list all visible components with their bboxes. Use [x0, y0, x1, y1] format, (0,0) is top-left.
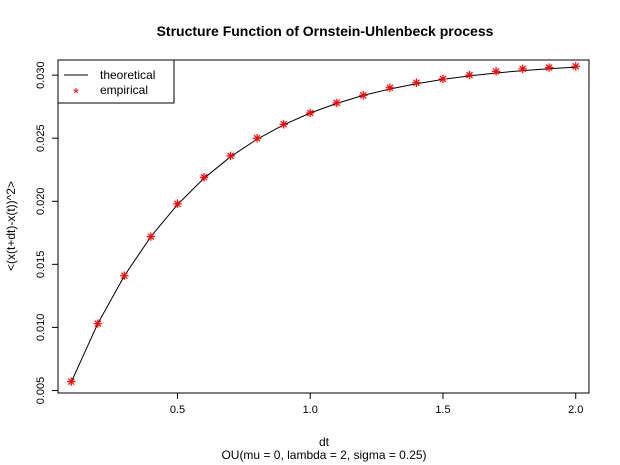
- series-points-empirical: [67, 62, 580, 386]
- data-point: [518, 64, 527, 74]
- y-tick-label: 0.020: [35, 188, 47, 216]
- y-tick-label: 0.030: [35, 61, 47, 89]
- legend-label-empirical: empirical: [100, 83, 148, 97]
- star-stroke: [174, 200, 181, 208]
- x-axis: 0.5 1.0 1.5 2.0: [170, 392, 583, 416]
- star-stroke: [120, 272, 128, 280]
- star-stroke: [253, 134, 261, 142]
- y-axis: 0.005 0.010 0.015 0.020 0.025 0.030: [35, 61, 59, 405]
- y-tick-label: 0.005: [35, 377, 47, 405]
- data-point: [571, 62, 580, 71]
- data-point: [279, 120, 288, 129]
- data-point: [491, 67, 501, 76]
- data-point: [465, 70, 474, 80]
- star-stroke: [280, 120, 288, 128]
- y-tick-label: 0.015: [35, 251, 47, 279]
- legend-box: [57, 59, 175, 104]
- x-tick-label: 2.0: [568, 404, 583, 416]
- star-stroke: [386, 84, 394, 92]
- star-stroke: [306, 109, 314, 117]
- star-stroke: [227, 152, 234, 160]
- star-stroke: [413, 79, 420, 87]
- data-point: [385, 83, 395, 92]
- data-point: [67, 377, 76, 386]
- series-line-theoretical: [70, 66, 576, 383]
- x-axis-label: dt: [319, 435, 330, 449]
- star-stroke: [545, 64, 553, 71]
- legend: theoretical * empirical: [57, 59, 175, 104]
- data-point: [412, 78, 421, 87]
- data-point: [306, 108, 315, 118]
- data-point: [120, 271, 129, 280]
- data-point: [173, 199, 182, 208]
- star-stroke: [439, 75, 447, 83]
- y-axis-label: <(x(t+dt)-x(t))^2>: [4, 181, 18, 271]
- data-point: [359, 91, 368, 100]
- star-stroke: [519, 65, 527, 73]
- star-stroke: [94, 320, 102, 328]
- star-stroke: [492, 67, 500, 75]
- y-tick-label: 0.010: [35, 314, 47, 342]
- star-stroke: [333, 99, 341, 107]
- legend-star-swatch: *: [73, 85, 79, 102]
- data-point: [199, 173, 209, 182]
- star-stroke: [200, 173, 208, 181]
- star-stroke: [359, 91, 367, 99]
- star-stroke: [466, 71, 473, 79]
- data-point: [332, 98, 341, 108]
- data-point: [252, 134, 262, 143]
- data-point: [93, 319, 103, 328]
- chart-subtitle: OU(mu = 0, lambda = 2, sigma = 0.25): [221, 448, 426, 462]
- series-layer: [67, 62, 580, 386]
- data-point: [146, 232, 156, 241]
- y-tick-label: 0.025: [35, 124, 47, 152]
- x-tick-label: 1.5: [435, 404, 450, 416]
- data-point: [226, 151, 235, 161]
- data-point: [438, 74, 448, 84]
- data-point: [544, 63, 554, 72]
- star-stroke: [67, 378, 75, 386]
- x-tick-label: 1.0: [303, 404, 318, 416]
- x-tick-label: 0.5: [170, 404, 185, 416]
- star-stroke: [572, 62, 580, 70]
- legend-label-theoretical: theoretical: [100, 68, 155, 82]
- chart-title: Structure Function of Ornstein-Uhlenbeck…: [157, 23, 494, 39]
- star-stroke: [147, 233, 155, 240]
